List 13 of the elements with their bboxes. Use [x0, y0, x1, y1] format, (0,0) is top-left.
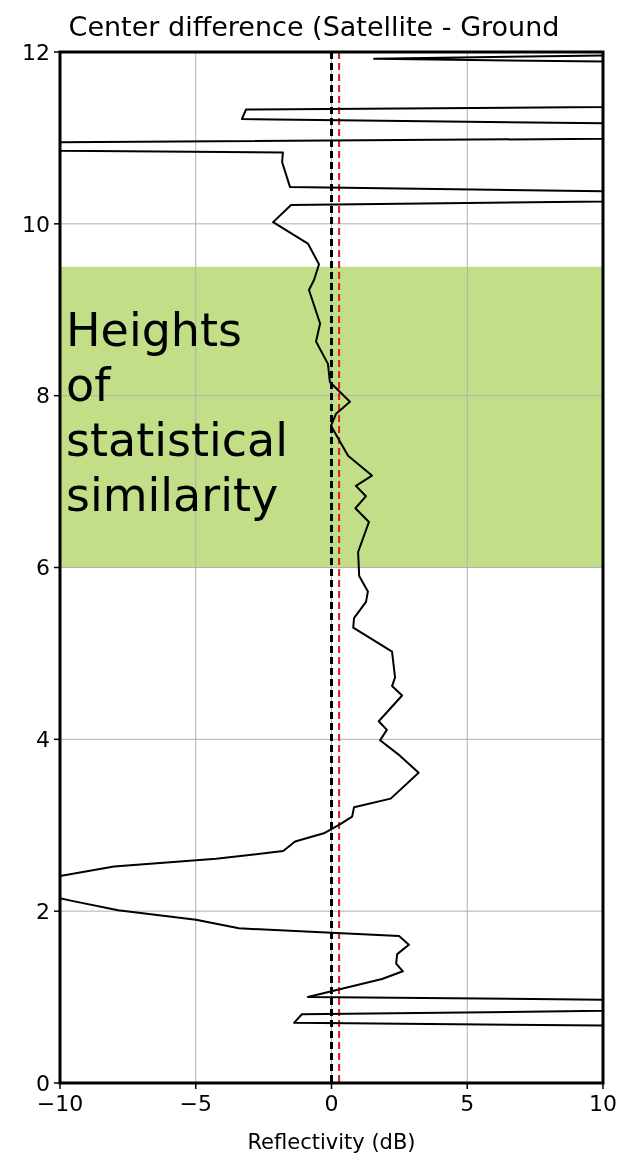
y-tick-label: 10 [22, 211, 50, 237]
chart-title: Center difference (Satellite - Ground [68, 11, 560, 42]
x-tick-label: −5 [179, 1091, 212, 1116]
y-tick-label: 8 [36, 383, 50, 409]
x-tick-label: 0 [324, 1091, 339, 1116]
x-axis-title: Reflectivity (dB) [247, 1130, 416, 1154]
y-tick-label: 2 [36, 898, 50, 924]
x-tick-label: 10 [589, 1091, 617, 1116]
y-tick-label: 12 [22, 39, 50, 65]
band-label: Heights of statistical similarity [66, 302, 289, 523]
x-tick-label: 5 [460, 1091, 475, 1116]
y-tick-label: 4 [36, 727, 50, 753]
y-tick-label: 6 [36, 555, 50, 581]
